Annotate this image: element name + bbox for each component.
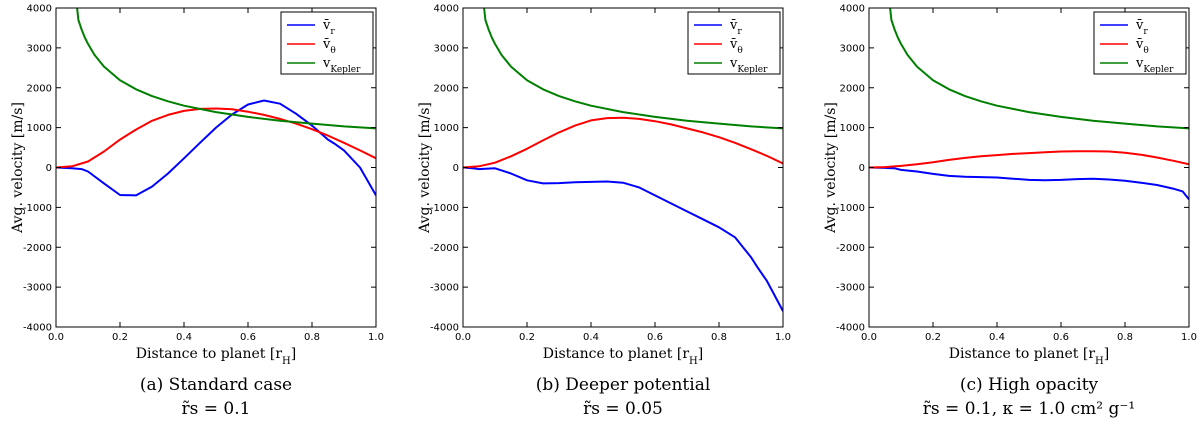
- x-tick-label: 0.4: [176, 332, 192, 343]
- legend-label: v̄r: [1135, 18, 1148, 37]
- series-line-vtheta: [869, 150, 1189, 169]
- y-tick-label: 2000: [27, 83, 52, 94]
- y-tick-label: 4000: [840, 4, 865, 15]
- legend-label: v̄θ: [1135, 37, 1149, 56]
- x-tick-label: 0.4: [989, 332, 1005, 343]
- y-tick-label: 0: [453, 163, 459, 174]
- chart-panel-3: 0.0 0.2 0.4 0.6 0.8 1.0 -4000 -3000 -2000 -1000 0 1…: [823, 4, 1197, 420]
- x-tick-label: 0.0: [455, 332, 471, 343]
- y-tick-label: -1000: [836, 203, 865, 214]
- x-tick-label: 0.2: [519, 332, 535, 343]
- x-tick-label: 0.8: [711, 332, 727, 343]
- y-tick-label: -3000: [430, 283, 459, 294]
- legend-label: vKepler: [729, 56, 768, 75]
- y-tick-label: -2000: [23, 243, 52, 254]
- legend-label: v̄θ: [729, 37, 743, 56]
- x-tick-label: 0.6: [1053, 332, 1069, 343]
- y-tick-label: -2000: [836, 243, 865, 254]
- panel-caption: (a) Standard case: [140, 375, 292, 395]
- y-tick-label: -2000: [430, 243, 459, 254]
- y-tick-label: -1000: [23, 203, 52, 214]
- chart-panel-2: 0.0 0.2 0.4 0.6 0.8 1.0 -4000 -3000 -2000 -1000 0 1…: [417, 4, 791, 420]
- x-tick-label: 0.8: [304, 332, 320, 343]
- y-tick-label: 0: [859, 163, 865, 174]
- x-tick-label: 0.8: [1117, 332, 1133, 343]
- legend-label: v̄r: [729, 18, 742, 37]
- series-group: [463, 8, 783, 312]
- y-tick-label: 1000: [27, 123, 52, 134]
- panel-subcaption: r̃s = 0.1: [182, 399, 251, 419]
- x-axis-label: Distance to planet [rH]: [949, 346, 1109, 367]
- legend-label: vKepler: [322, 56, 361, 75]
- x-tick-label: 0.2: [925, 332, 941, 343]
- x-tick-label: 0.0: [861, 332, 877, 343]
- legend-label: v̄r: [322, 18, 335, 37]
- y-tick-label: 2000: [840, 83, 865, 94]
- chart-panel-1: 0.0 0.2 0.4 0.6 0.8 1.0 -4000 -3000 -2000 -1000 0 1…: [10, 4, 384, 420]
- series-line-vr: [56, 99, 376, 197]
- x-tick-label: 1.0: [775, 332, 791, 343]
- y-tick-label: 4000: [434, 4, 459, 15]
- series-line-vr: [463, 166, 783, 312]
- y-tick-label: -4000: [430, 323, 459, 334]
- y-axis-label: Avg. velocity [m/s]: [417, 102, 433, 234]
- x-tick-label: 0.0: [48, 332, 64, 343]
- x-axis-label: Distance to planet [rH]: [543, 346, 703, 367]
- legend-box: [280, 11, 374, 75]
- x-tick-label: 0.6: [240, 332, 256, 343]
- y-tick-label: -3000: [836, 283, 865, 294]
- y-tick-label: 1000: [840, 123, 865, 134]
- y-tick-label: 4000: [27, 4, 52, 15]
- series-line-vr: [869, 166, 1189, 201]
- y-tick-label: 3000: [434, 43, 459, 54]
- series-line-vtheta: [56, 107, 376, 169]
- y-tick-label: 2000: [434, 83, 459, 94]
- x-tick-label: 0.4: [583, 332, 599, 343]
- y-tick-label: -4000: [23, 323, 52, 334]
- x-tick-label: 0.6: [647, 332, 663, 343]
- series-line-vtheta: [463, 116, 783, 169]
- panel-subcaption: r̃s = 0.05: [583, 399, 663, 419]
- x-tick-label: 0.2: [112, 332, 128, 343]
- x-tick-label: 1.0: [368, 332, 384, 343]
- y-tick-label: -1000: [430, 203, 459, 214]
- y-tick-label: 3000: [27, 43, 52, 54]
- panel-subcaption: r̃s = 0.1, κ = 1.0 cm² g⁻¹: [923, 399, 1135, 419]
- series-line-vkepler: [889, 8, 1189, 130]
- y-axis-label: Avg. velocity [m/s]: [10, 102, 26, 234]
- y-tick-label: 1000: [434, 123, 459, 134]
- y-tick-label: 3000: [840, 43, 865, 54]
- x-axis-label: Distance to planet [rH]: [136, 346, 296, 367]
- y-tick-label: 0: [46, 163, 52, 174]
- series-line-vkepler: [76, 8, 376, 130]
- legend-label: vKepler: [1135, 56, 1174, 75]
- x-tick-label: 1.0: [1181, 332, 1197, 343]
- panel-caption: (c) High opacity: [960, 375, 1099, 395]
- y-axis-label: Avg. velocity [m/s]: [823, 102, 839, 234]
- series-line-vkepler: [483, 8, 783, 130]
- y-tick-label: -3000: [23, 283, 52, 294]
- y-tick-label: -4000: [836, 323, 865, 334]
- panel-caption: (b) Deeper potential: [536, 375, 711, 395]
- series-group: [869, 8, 1189, 201]
- legend-label: v̄θ: [322, 37, 336, 56]
- series-group: [56, 8, 376, 197]
